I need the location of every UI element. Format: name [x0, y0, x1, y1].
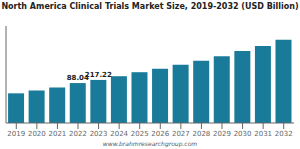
svg-text:2026: 2026 — [151, 130, 169, 138]
svg-text:2024: 2024 — [110, 130, 128, 138]
svg-text:2028: 2028 — [193, 130, 211, 138]
html-text:www.brahmresearchgroup.com: www.brahmresearchgroup.com — [102, 140, 198, 147]
svg-text:2025: 2025 — [131, 130, 149, 138]
svg-text:2019: 2019 — [7, 130, 25, 138]
svg-text:2030: 2030 — [234, 130, 252, 138]
svg-text:2027: 2027 — [172, 130, 190, 138]
svg-text:2029: 2029 — [213, 130, 231, 138]
svg-text:2032: 2032 — [275, 130, 293, 138]
svg-text:2022: 2022 — [69, 130, 87, 138]
svg-text:2031: 2031 — [254, 130, 272, 138]
svg-text:88.04: 88.04 — [66, 74, 89, 83]
svg-text:2021: 2021 — [49, 130, 67, 138]
svg-text:217.22: 217.22 — [85, 71, 112, 79]
svg-text:2023: 2023 — [90, 130, 108, 138]
svg-text:2020: 2020 — [28, 130, 46, 138]
html-text:North America Clinical Trials: North America Clinical Trials Market Siz… — [1, 2, 299, 11]
